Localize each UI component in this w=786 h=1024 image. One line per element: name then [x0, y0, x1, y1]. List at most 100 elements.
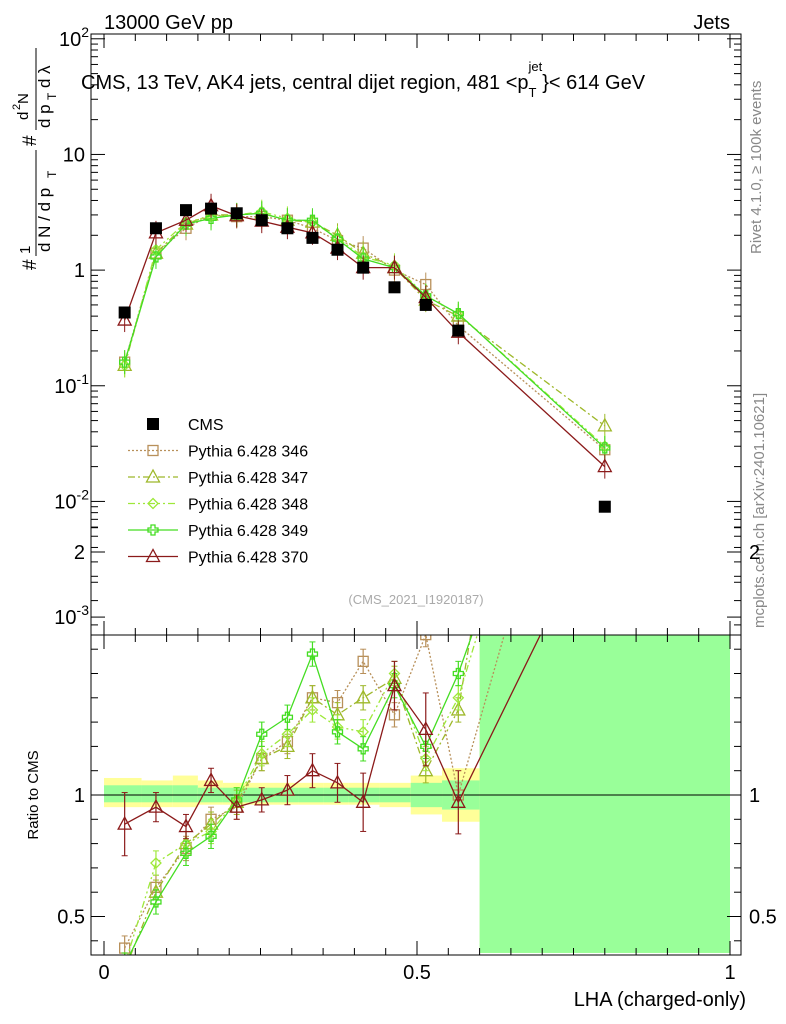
data-point-p370 — [178, 211, 194, 226]
ratio-point-p370 — [178, 818, 194, 833]
ratio-point-p349 — [180, 847, 192, 859]
ratio-point-p349 — [205, 830, 217, 842]
ratio-ylabel: Ratio to CMS — [25, 750, 42, 839]
series-line-p370 — [124, 205, 606, 468]
ratio-point-p349 — [331, 726, 344, 738]
main-x-ticks — [103, 34, 731, 635]
data-point-CMS — [452, 324, 465, 337]
series-line-p348 — [124, 211, 606, 447]
ratio-point-p370 — [450, 793, 466, 808]
mcplots-label: mcplots.cern.ch [arXiv:2401.10621] — [751, 393, 768, 628]
y-tick-label: 10 — [63, 144, 85, 166]
svg-text:d: d — [15, 112, 32, 120]
ratio-point-p348 — [600, 207, 610, 217]
legend-item-p347: Pythia 6.428 347 — [128, 468, 308, 487]
data-point-p349 — [306, 214, 319, 226]
ratio-point-p370 — [418, 721, 434, 736]
data-point-CMS — [205, 202, 218, 215]
data-point-CMS — [598, 500, 611, 513]
legend-item-p346: Pythia 6.428 346 — [128, 444, 308, 461]
ratio-point-p346 — [357, 655, 369, 667]
y-tick-base: 10 — [54, 607, 76, 629]
series-p347 — [117, 201, 613, 438]
ratio-point-p349 — [357, 743, 369, 755]
legend-item-p348: Pythia 6.428 348 — [128, 497, 308, 514]
data-point-CMS — [281, 222, 294, 235]
ratio-point-p370 — [203, 772, 219, 787]
ratio-y-tick-label-right: 0.5 — [749, 907, 777, 929]
ratio-point-p349 — [452, 667, 464, 680]
ratio-point-p349 — [420, 740, 432, 753]
svg-text:d N / d p: d N / d p — [35, 188, 54, 252]
data-point-p349 — [150, 251, 162, 263]
svg-text:d p: d p — [35, 104, 54, 128]
ratio-y-tick-label-right: 2 — [749, 542, 760, 564]
ratio-point-p347 — [279, 738, 296, 753]
y-tick-base: 10 — [54, 376, 76, 398]
ratio-y-tick-label: 1 — [74, 785, 85, 807]
legend-marker — [147, 444, 159, 457]
ratio-y-tick-label: 0.5 — [57, 907, 85, 929]
ratio-point-p348 — [150, 857, 162, 869]
ratio-point-p347 — [355, 689, 371, 704]
series-line-p349 — [124, 212, 606, 449]
svg-text:d: d — [35, 79, 54, 88]
ratio-point-p370 — [117, 815, 133, 830]
legend-label: Pythia 6.428 347 — [188, 470, 308, 487]
ratio-point-p349 — [281, 711, 294, 723]
uncertainty-band-inner — [479, 635, 730, 953]
legend-marker — [147, 524, 159, 536]
rivet-label: Rivet 4.1.0, ≥ 100k events — [748, 81, 765, 254]
ratio-y-tick-label-right: 1 — [749, 785, 760, 807]
x-tick-label: 0.5 — [403, 962, 431, 984]
plot-title: CMS, 13 TeV, AK4 jets, central dijet reg… — [81, 59, 646, 100]
ratio-series — [117, 207, 610, 975]
data-point-CMS — [255, 214, 268, 227]
ratio-point-p348 — [120, 960, 130, 970]
data-point-CMS — [180, 204, 193, 217]
legend-label: Pythia 6.428 348 — [188, 497, 308, 514]
uncertainty-band-inner — [141, 785, 173, 803]
legend-label: Pythia 6.428 370 — [188, 550, 308, 567]
data-point-p347 — [597, 417, 613, 432]
data-point-CMS — [357, 261, 370, 274]
y-tick-exp: 2 — [81, 24, 89, 40]
legend-label: CMS — [188, 417, 224, 434]
ratio-point-p370 — [355, 793, 371, 808]
series-CMS — [118, 202, 611, 513]
y-tick-base: 10 — [59, 29, 81, 51]
ratio-point-p347 — [418, 762, 434, 777]
main-ylabel: # 1 d N / d p T # d 2 N d p T d λ — [11, 48, 59, 270]
ratio-point-p349 — [120, 960, 130, 970]
y-tick-exp: -3 — [77, 602, 90, 618]
legend-marker — [147, 418, 159, 430]
data-point-p349 — [205, 212, 217, 225]
data-point-CMS — [419, 298, 432, 311]
y-tick-label: 10-1 — [54, 371, 89, 398]
series-line-p347 — [124, 212, 606, 427]
legend-marker — [145, 468, 161, 483]
x-tick-label: 1 — [724, 962, 735, 984]
legend-item-p349: Pythia 6.428 349 — [128, 523, 308, 540]
uncertainty-band-inner — [104, 785, 142, 803]
ratio-point-p348 — [452, 691, 465, 704]
uncertainty-band-inner — [172, 785, 198, 803]
ratio-point-p370 — [279, 781, 296, 796]
ratio-line-p370 — [124, 635, 542, 828]
legend-label: Pythia 6.428 349 — [188, 523, 308, 540]
y-tick-label: 102 — [59, 24, 89, 51]
series-p370 — [117, 193, 613, 479]
ratio-point-p349 — [306, 648, 319, 660]
y-tick-exp: -1 — [77, 371, 90, 387]
ratio-point-p348 — [306, 704, 319, 716]
data-point-CMS — [306, 231, 319, 244]
main-series — [117, 193, 613, 513]
ratio-y-axis: 0.5 0.5 1 1 2 2 — [57, 527, 777, 942]
x-tick-label: 0 — [98, 962, 109, 984]
data-point-p349 — [599, 442, 611, 454]
ratio-point-p347 — [118, 963, 131, 975]
data-point-CMS — [149, 222, 162, 235]
ratio-panel: 0.5 0.51 12 2 0 0.5 1 Ratio to CMS LHA (charg… — [25, 207, 777, 1011]
